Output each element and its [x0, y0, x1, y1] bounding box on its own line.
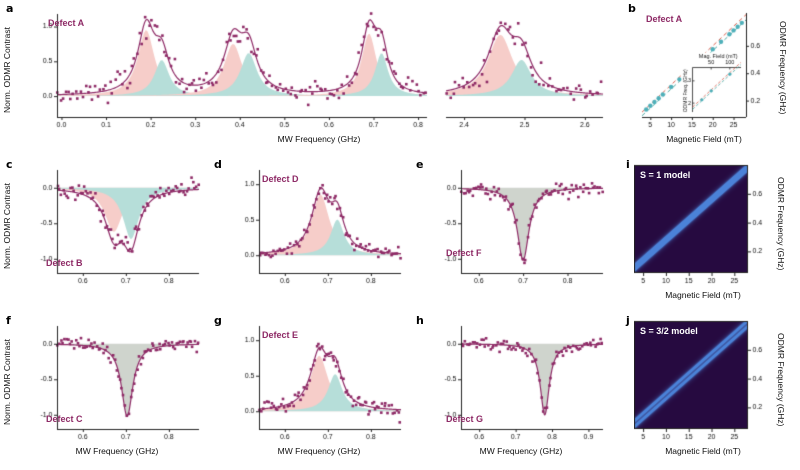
panel-f: f Norm. ODMR Contrast Defect C MW Freque… [2, 314, 206, 468]
x-axis-label-j: Magnetic Field (mT) [665, 446, 741, 456]
plot-a-break-segment [436, 8, 608, 132]
x-axis-label-h: MW Frequency (GHz) [479, 446, 563, 456]
panel-letter-b: b [628, 2, 636, 15]
defect-label-b: Defect A [646, 14, 683, 24]
panel-i: i S = 1 model ODMR Frequency (GHz) Magne… [624, 158, 798, 310]
panel-g: g Defect E MW Frequency (GHz) [208, 314, 408, 468]
defect-label-d: Defect D [262, 174, 299, 184]
panel-letter-a: a [6, 2, 14, 15]
panel-letter-h: h [416, 314, 424, 327]
y-axis-label-j-right: ODMR Frequency (GHz) [776, 333, 786, 427]
panel-letter-f: f [6, 314, 11, 327]
x-axis-label-g: MW Frequency (GHz) [277, 446, 361, 456]
y-axis-label-c: Norm. ODMR Contrast [2, 183, 12, 269]
y-axis-label-b-right: ODMR Frequency (GHz) [778, 21, 788, 115]
panel-e: e Defect F [410, 158, 610, 310]
panel-d: d Defect D [208, 158, 408, 310]
defect-label-h: Defect G [446, 414, 484, 424]
plot-d [232, 164, 406, 288]
defect-label-c: Defect B [46, 258, 83, 268]
defect-label-e: Defect F [446, 248, 482, 258]
y-axis-label-a: Norm. ODMR Contrast [2, 27, 12, 113]
panel-a: a Norm. ODMR Contrast Defect A MW Freque… [2, 2, 622, 150]
x-axis-label-i: Magnetic Field (mT) [665, 290, 741, 300]
heatmap-i [634, 164, 772, 288]
plot-c [30, 164, 204, 288]
model-label-j: S = 3/2 model [640, 326, 698, 336]
plot-b [636, 8, 772, 132]
panel-letter-i: i [626, 158, 630, 171]
plot-a-main [30, 8, 432, 132]
panel-j: j S = 3/2 model ODMR Frequency (GHz) Mag… [624, 314, 798, 468]
y-axis-label-i-right: ODMR Frequency (GHz) [776, 177, 786, 271]
panel-letter-d: d [214, 158, 222, 171]
defect-label-f: Defect C [46, 414, 83, 424]
panel-letter-c: c [6, 158, 13, 171]
heatmap-j [634, 320, 772, 444]
plot-e [434, 164, 608, 288]
plot-h [434, 320, 608, 444]
defect-label-a: Defect A [48, 18, 85, 28]
x-axis-label-b: Magnetic Field (mT) [666, 134, 742, 144]
y-axis-label-f: Norm. ODMR Contrast [2, 339, 12, 425]
x-axis-label-a: MW Frequency (GHz) [277, 134, 361, 144]
panel-c: c Norm. ODMR Contrast Defect B [2, 158, 206, 310]
panel-letter-e: e [416, 158, 424, 171]
defect-label-g: Defect E [262, 330, 299, 340]
panel-letter-g: g [214, 314, 222, 327]
plot-g [232, 320, 406, 444]
panel-h: h Defect G MW Frequency (GHz) [410, 314, 610, 468]
panel-b: b Defect A ODMR Frequency (GHz) Magnetic… [626, 2, 798, 150]
x-axis-label-f: MW Frequency (GHz) [75, 446, 159, 456]
plot-f [30, 320, 204, 444]
model-label-i: S = 1 model [640, 170, 691, 180]
panel-letter-j: j [626, 314, 630, 327]
